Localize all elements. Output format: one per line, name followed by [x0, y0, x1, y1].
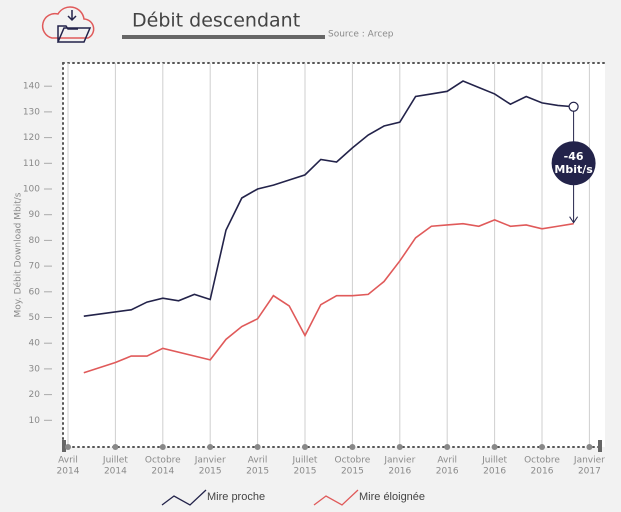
y-tick-label: 110 — [23, 159, 40, 169]
y-tick-label: 60 — [29, 287, 41, 297]
x-tick-label: 2016 — [483, 467, 506, 477]
annotation-badge — [551, 141, 596, 186]
x-tick-label: Janvier — [573, 456, 605, 466]
y-tick-label: 20 — [29, 390, 41, 400]
x-tick — [396, 444, 403, 450]
chart-title: Débit descendant — [132, 10, 300, 32]
x-tick — [302, 444, 308, 450]
annotation-text: Mbit/s — [554, 163, 593, 176]
axis-end — [62, 440, 66, 452]
x-tick-label: 2014 — [57, 467, 80, 477]
annotation-text: -46 — [564, 150, 584, 163]
x-tick-label: 2015 — [294, 467, 317, 477]
x-tick-label: Octobre — [334, 456, 370, 466]
x-tick-label: Avril — [58, 456, 78, 466]
y-tick-label: 140 — [23, 82, 40, 92]
x-tick — [349, 444, 356, 450]
x-tick — [586, 444, 593, 450]
y-tick-label: 10 — [29, 416, 41, 426]
x-tick-label: 2015 — [246, 467, 269, 477]
x-tick-label: 2016 — [388, 467, 411, 477]
x-tick-label: 2016 — [436, 467, 459, 477]
legend-label: Mire proche — [207, 491, 265, 503]
x-tick-label: Octobre — [524, 456, 560, 466]
x-tick — [112, 444, 119, 450]
legend-label: Mire éloignée — [359, 491, 425, 503]
x-tick-label: Janvier — [194, 456, 226, 466]
title-underline — [122, 35, 325, 39]
x-tick-label: Juillet — [292, 456, 318, 466]
x-tick-label: Avril — [248, 456, 268, 466]
y-tick-label: 50 — [29, 313, 41, 323]
plot-area — [63, 63, 605, 447]
x-tick-label: 2014 — [151, 467, 174, 477]
y-axis-label: Moy. Débit Download Mbit/s — [13, 192, 24, 317]
x-tick-label: 2014 — [104, 467, 127, 477]
x-tick-label: Avril — [437, 456, 457, 466]
y-tick-label: 70 — [29, 262, 41, 272]
y-tick-label: 80 — [29, 236, 41, 246]
x-tick-label: Janvier — [383, 456, 415, 466]
series-line — [83, 218, 574, 374]
series-line — [83, 80, 574, 318]
x-tick-label: Juillet — [102, 456, 128, 466]
legend-swatch — [161, 489, 207, 506]
y-tick-label: 120 — [23, 133, 40, 143]
x-tick — [65, 444, 71, 450]
y-tick-label: 90 — [29, 210, 41, 220]
y-tick-label: 100 — [23, 185, 40, 195]
axis-end — [598, 440, 602, 452]
x-tick-label: 2016 — [531, 467, 554, 477]
annotation-arrowhead — [569, 216, 579, 224]
x-tick-label: 2015 — [199, 467, 222, 477]
x-tick — [444, 444, 451, 450]
x-tick-label: Octobre — [145, 456, 181, 466]
icon — [41, 6, 95, 43]
x-tick — [491, 444, 498, 450]
x-tick-label: 2017 — [578, 467, 601, 477]
legend-swatch — [313, 489, 359, 506]
subtitle: Source : Arcep — [328, 30, 394, 40]
x-tick — [254, 444, 261, 450]
y-tick-label: 30 — [29, 364, 41, 374]
y-tick-label: 40 — [29, 339, 41, 349]
x-tick-label: Juillet — [481, 456, 507, 466]
x-tick — [207, 444, 214, 450]
x-tick — [539, 444, 545, 450]
x-tick-label: 2015 — [341, 467, 364, 477]
annotation-end — [568, 101, 579, 112]
y-tick-label: 130 — [23, 107, 40, 117]
x-tick — [159, 444, 166, 450]
